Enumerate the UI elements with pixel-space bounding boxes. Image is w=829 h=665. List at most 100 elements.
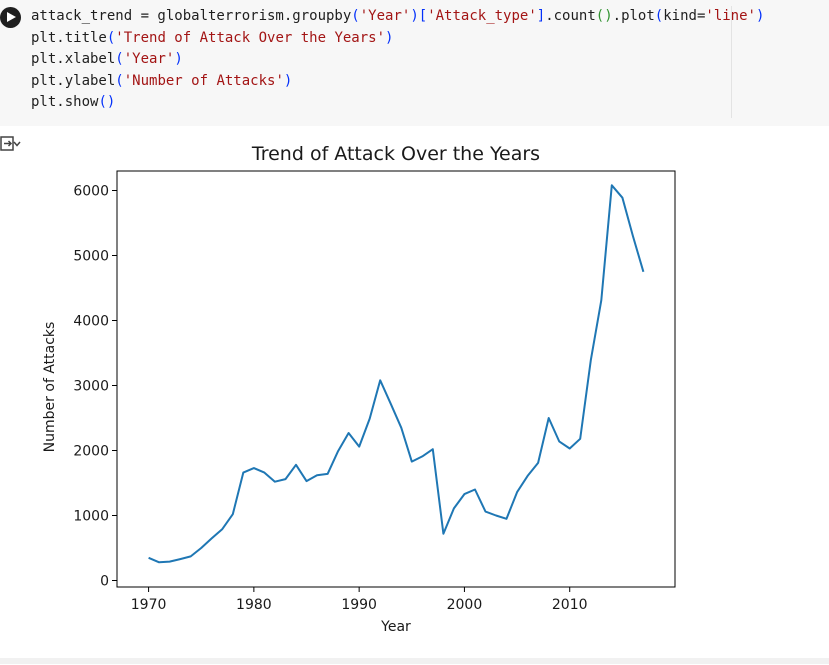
data-point [600, 299, 602, 301]
code-token: 'Attack_type' [427, 8, 537, 24]
code-token: () [595, 8, 613, 24]
code-token: plt.ylabel [31, 72, 116, 89]
data-point [400, 427, 402, 429]
code-token: kind= [663, 8, 706, 24]
data-point [390, 403, 392, 405]
data-point [516, 491, 518, 493]
code-token: ( [351, 8, 360, 24]
data-point [453, 507, 455, 509]
line-chart: Trend of Attack Over the Years 1970 1980 19… [42, 143, 676, 635]
data-point [211, 537, 213, 539]
data-point [558, 440, 560, 442]
cell-divider [0, 658, 829, 664]
data-point [242, 472, 244, 474]
data-point [611, 184, 613, 186]
data-point [274, 481, 276, 483]
y-axis-label: Number of Attacks [42, 322, 58, 453]
code-token: plt.title [31, 29, 107, 46]
code-token: 'Number of Attacks' [123, 72, 284, 89]
code-token: ( [106, 29, 116, 46]
output-expand-icon[interactable] [0, 136, 21, 152]
data-point [253, 467, 255, 469]
data-point [179, 558, 181, 560]
data-point [158, 561, 160, 563]
code-token: ) [174, 51, 183, 67]
code-token: ] [536, 8, 546, 24]
data-point [221, 528, 223, 530]
y-tick-label: 5000 [73, 249, 109, 265]
data-point [537, 462, 539, 464]
data-point [327, 473, 329, 475]
x-tick-label: 1990 [341, 597, 377, 613]
code-token: ) [755, 8, 765, 24]
data-point [506, 518, 508, 520]
data-point [463, 493, 465, 495]
code-token: plt.xlabel [31, 51, 116, 67]
data-point [411, 461, 413, 463]
data-point [548, 417, 550, 419]
y-tick-label: 2000 [73, 444, 109, 460]
code-line: plt.title('Trend of Attack Over the Year… [31, 28, 731, 50]
data-point [569, 448, 571, 450]
code-token: attack_trend = globalterrorism.groupby [31, 8, 352, 24]
x-axis-label: Year [380, 619, 411, 635]
data-point [337, 450, 339, 452]
data-point [190, 555, 192, 557]
code-token: ( [115, 51, 124, 67]
data-point [485, 511, 487, 513]
x-tick-label: 2010 [552, 597, 588, 613]
chart-title: Trend of Attack Over the Years [251, 143, 540, 165]
data-point [421, 455, 423, 457]
series-line [148, 184, 645, 564]
data-point [263, 472, 265, 474]
data-point [590, 359, 592, 361]
data-point [527, 475, 529, 477]
code-token: () [98, 94, 116, 110]
data-point [169, 561, 171, 563]
code-line: plt.xlabel('Year') [31, 49, 731, 71]
y-tick-label: 4000 [73, 314, 109, 330]
code-cell[interactable]: attack_trend = globalterrorism.groupby('… [0, 0, 829, 126]
code-token: plt.show [31, 94, 99, 110]
code-token: ( [654, 8, 664, 24]
data-point [621, 197, 623, 199]
code-token: [ [418, 8, 428, 24]
code-token: 'Year' [359, 8, 411, 24]
data-point [442, 533, 444, 535]
data-point [295, 464, 297, 466]
data-point [379, 379, 381, 381]
code-token: 'line' [705, 8, 756, 24]
plot-frame [116, 170, 676, 588]
data-point [358, 446, 360, 448]
x-tick-label: 2000 [447, 597, 483, 613]
data-point [495, 515, 497, 517]
play-circle-icon[interactable] [0, 7, 21, 28]
code-editor[interactable]: attack_trend = globalterrorism.groupby('… [31, 6, 764, 118]
x-tick-label: 1980 [236, 597, 272, 613]
y-tick-label: 0 [100, 574, 109, 590]
data-point [285, 478, 287, 480]
data-point [369, 418, 371, 420]
code-token: 'Trend of Attack Over the Years' [115, 29, 386, 46]
y-tick-label: 1000 [73, 509, 109, 525]
data-point [632, 235, 634, 237]
x-tick-label: 1970 [131, 597, 167, 613]
data-point [316, 474, 318, 476]
code-token: 'Year' [123, 51, 175, 67]
data-point [348, 432, 350, 434]
data-point [474, 489, 476, 491]
code-token: .plot [612, 8, 655, 24]
data-point [432, 448, 434, 450]
code-token: ) [410, 8, 419, 24]
y-tick-label: 6000 [73, 184, 109, 200]
plot-output: Trend of Attack Over the Years 1970 1980 19… [0, 126, 829, 660]
data-point [306, 480, 308, 482]
data-point [579, 438, 581, 440]
code-line: plt.show() [31, 92, 731, 114]
data-point [200, 547, 202, 549]
code-line: plt.ylabel('Number of Attacks') [31, 71, 731, 93]
code-token: .count [545, 8, 596, 24]
code-token: ) [283, 72, 293, 89]
data-point [148, 557, 150, 559]
code-token: ) [385, 29, 394, 46]
